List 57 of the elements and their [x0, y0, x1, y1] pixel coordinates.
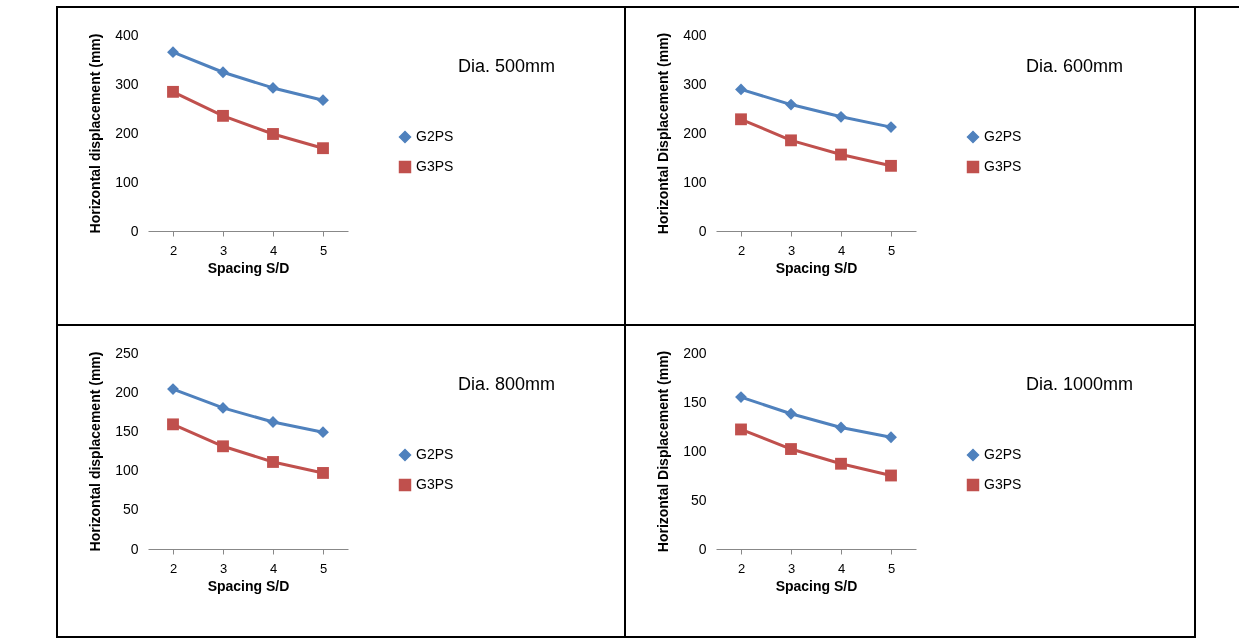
- x-tick-label: 4: [837, 560, 846, 576]
- text: Dia. 600mm: [1026, 56, 1124, 77]
- x-axis-title: Spacing S/D: [207, 259, 290, 276]
- y-tick-label: 50: [690, 491, 707, 508]
- legend-label: G2PS: [416, 446, 454, 462]
- y-tick-label: 150: [683, 393, 707, 410]
- y-tick-label: 0: [130, 222, 139, 239]
- legend-label: G3PS: [416, 158, 454, 174]
- legend-label: G2PS: [984, 446, 1022, 462]
- y-tick-label: 400: [115, 26, 139, 43]
- y-tick-label: 150: [115, 422, 139, 439]
- x-tick-label: 2: [169, 560, 178, 576]
- x-tick-label: 2: [737, 242, 746, 258]
- y-tick-label: 300: [683, 75, 707, 92]
- text: Dia. 500mm: [458, 56, 556, 77]
- y-tick-label: 50: [122, 501, 139, 518]
- legend-label: G3PS: [984, 158, 1022, 174]
- y-tick-label: 300: [115, 75, 139, 92]
- y-tick-label: 100: [115, 462, 139, 479]
- y-axis-title: Horizontal Displacement (mm): [655, 350, 672, 553]
- y-axis-title: Horizontal Displacement (mm): [655, 32, 672, 235]
- y-tick-label: 200: [683, 124, 707, 141]
- x-axis-title: Spacing S/D: [207, 577, 290, 594]
- x-tick-label: 5: [319, 560, 328, 576]
- legend-label: G2PS: [416, 128, 454, 144]
- x-tick-label: 5: [319, 242, 328, 258]
- y-tick-label: 0: [698, 540, 707, 557]
- x-tick-label: 3: [219, 242, 228, 258]
- x-tick-label: 2: [169, 242, 178, 258]
- x-tick-label: 3: [787, 560, 796, 576]
- x-axis-title: Spacing S/D: [775, 259, 858, 276]
- x-tick-label: 4: [837, 242, 846, 258]
- x-axis-title: Spacing S/D: [775, 577, 858, 594]
- y-tick-label: 200: [115, 124, 139, 141]
- x-tick-label: 4: [269, 242, 278, 258]
- text: Dia. 1000mm: [1026, 374, 1134, 395]
- x-tick-label: 4: [269, 560, 278, 576]
- y-tick-label: 0: [130, 540, 139, 557]
- x-tick-label: 5: [887, 242, 896, 258]
- x-tick-label: 5: [887, 560, 896, 576]
- text: Dia. 800mm: [458, 374, 556, 395]
- y-tick-label: 0: [698, 222, 707, 239]
- legend-label: G3PS: [984, 476, 1022, 492]
- x-tick-label: 3: [219, 560, 228, 576]
- legend-label: G2PS: [984, 128, 1022, 144]
- y-tick-label: 200: [115, 383, 139, 400]
- x-tick-label: 2: [737, 560, 746, 576]
- x-tick-label: 3: [787, 242, 796, 258]
- y-tick-label: 200: [683, 344, 707, 361]
- y-tick-label: 400: [683, 26, 707, 43]
- y-axis-title: Horizontal displacement (mm): [87, 33, 104, 234]
- y-tick-label: 100: [683, 173, 707, 190]
- legend-label: G3PS: [416, 476, 454, 492]
- y-axis-title: Horizontal displacement (mm): [87, 351, 104, 552]
- y-tick-label: 100: [115, 173, 139, 190]
- y-tick-label: 250: [115, 344, 139, 361]
- y-tick-label: 100: [683, 442, 707, 459]
